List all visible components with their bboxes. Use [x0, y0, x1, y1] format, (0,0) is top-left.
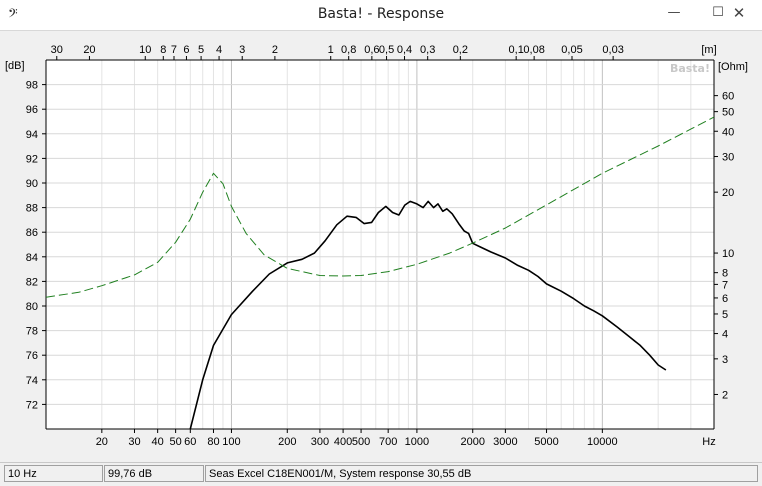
top-tick-label: 30 — [51, 44, 63, 56]
top-tick-label: 0,8 — [341, 44, 356, 56]
top-tick-label: 0,03 — [602, 44, 623, 56]
top-tick-label: 0,08 — [523, 44, 544, 56]
y-tick-label: 84 — [26, 252, 38, 264]
top-tick-label: 1 — [328, 44, 334, 56]
top-tick-label: 0,05 — [561, 44, 582, 56]
top-tick-label: 6 — [183, 44, 189, 56]
minimize-button[interactable]: — — [667, 5, 681, 20]
impedance-curve — [46, 116, 714, 298]
y-right-tick-label: 5 — [722, 309, 728, 321]
watermark-label: Basta! — [670, 62, 710, 75]
plot-background — [46, 60, 714, 429]
top-tick-label: 0,6 — [364, 44, 379, 56]
y-tick-label: 86 — [26, 227, 38, 239]
x-tick-label: 2000 — [460, 436, 484, 448]
top-tick-label: 0,4 — [397, 44, 412, 56]
top-unit-label: [m] — [701, 44, 716, 56]
top-tick-label: 7 — [171, 44, 177, 56]
top-tick-label: 0,3 — [420, 44, 435, 56]
x-tick-label: 300 — [311, 436, 329, 448]
response-chart[interactable]: 20 30 40 50 60 80 100 200 300 400 500 700 1000 2000 30… — [0, 31, 762, 462]
top-tick-label: 4 — [216, 44, 222, 56]
top-tick-label: 0,5 — [379, 44, 394, 56]
y-right-tick-label: 6 — [722, 293, 728, 305]
top-tick-label: 3 — [239, 44, 245, 56]
x-tick-label: 50 — [169, 436, 181, 448]
y-tick-label: 78 — [26, 326, 38, 338]
x-tick-label: 40 — [152, 436, 164, 448]
title-bar: 𝄢 Basta! - Response — ☐ ✕ — [0, 0, 762, 31]
top-tick-label: 20 — [83, 44, 95, 56]
y-right-tick-label: 50 — [722, 107, 734, 119]
bass-clef-icon: 𝄢 — [8, 6, 18, 24]
y-right-tick-label: 3 — [722, 354, 728, 366]
close-button[interactable]: ✕ — [732, 4, 746, 22]
top-tick-label: 8 — [160, 44, 166, 56]
x-tick-label: 400 — [334, 436, 352, 448]
top-tick-label: 0,2 — [453, 44, 468, 56]
y-right-tick-label: 7 — [722, 279, 728, 291]
x-tick-label: 700 — [379, 436, 397, 448]
top-tick-label: 5 — [198, 44, 204, 56]
y-right-tick-label: 40 — [722, 126, 734, 138]
y-tick-label: 76 — [26, 350, 38, 362]
maximize-button[interactable]: ☐ — [712, 5, 724, 20]
x-tick-label: 20 — [96, 436, 108, 448]
y-tick-label: 82 — [26, 276, 38, 288]
y-right-tick-label: 2 — [722, 389, 728, 401]
x-tick-label: 500 — [352, 436, 370, 448]
top-tick-label: 10 — [139, 44, 151, 56]
x-tick-label: 200 — [278, 436, 296, 448]
y-right-tick-label: 10 — [722, 248, 734, 260]
window-title: Basta! - Response — [317, 6, 445, 22]
x-tick-label: 10000 — [587, 436, 618, 448]
x-tick-label: 60 — [184, 436, 196, 448]
top-tick-label: 2 — [272, 44, 278, 56]
x-tick-label: 80 — [207, 436, 219, 448]
y-tick-label: 96 — [26, 104, 38, 116]
y-right-unit-label: [Ohm] — [718, 61, 748, 73]
y-tick-label: 94 — [26, 129, 38, 141]
status-frequency: 10 Hz — [4, 465, 103, 482]
y-right-tick-label: 20 — [722, 187, 734, 199]
y-tick-label: 72 — [26, 399, 38, 411]
x-unit-label: Hz — [702, 436, 715, 448]
y-right-tick-label: 60 — [722, 91, 734, 103]
y-tick-label: 74 — [26, 375, 38, 387]
y-tick-label: 88 — [26, 203, 38, 215]
x-tick-label: 5000 — [534, 436, 558, 448]
y-right-tick-label: 8 — [722, 268, 728, 280]
x-tick-label: 100 — [222, 436, 240, 448]
y-tick-label: 98 — [26, 80, 38, 92]
status-bar: 10 Hz 99,76 dB Seas Excel C18EN001/M, Sy… — [0, 462, 762, 486]
x-tick-label: 1000 — [405, 436, 429, 448]
y-tick-label: 92 — [26, 153, 38, 165]
x-tick-label: 3000 — [493, 436, 517, 448]
status-description: Seas Excel C18EN001/M, System response 3… — [205, 465, 758, 482]
top-tick-label: 0,1 — [509, 44, 524, 56]
y-left-unit-label: [dB] — [5, 60, 25, 72]
y-tick-label: 80 — [26, 301, 38, 313]
y-right-tick-label: 4 — [722, 329, 728, 341]
x-tick-label: 30 — [128, 436, 140, 448]
y-right-tick-label: 30 — [722, 152, 734, 164]
y-tick-label: 90 — [26, 178, 38, 190]
status-level: 99,76 dB — [104, 465, 204, 482]
spl-response-curve — [189, 200, 667, 429]
